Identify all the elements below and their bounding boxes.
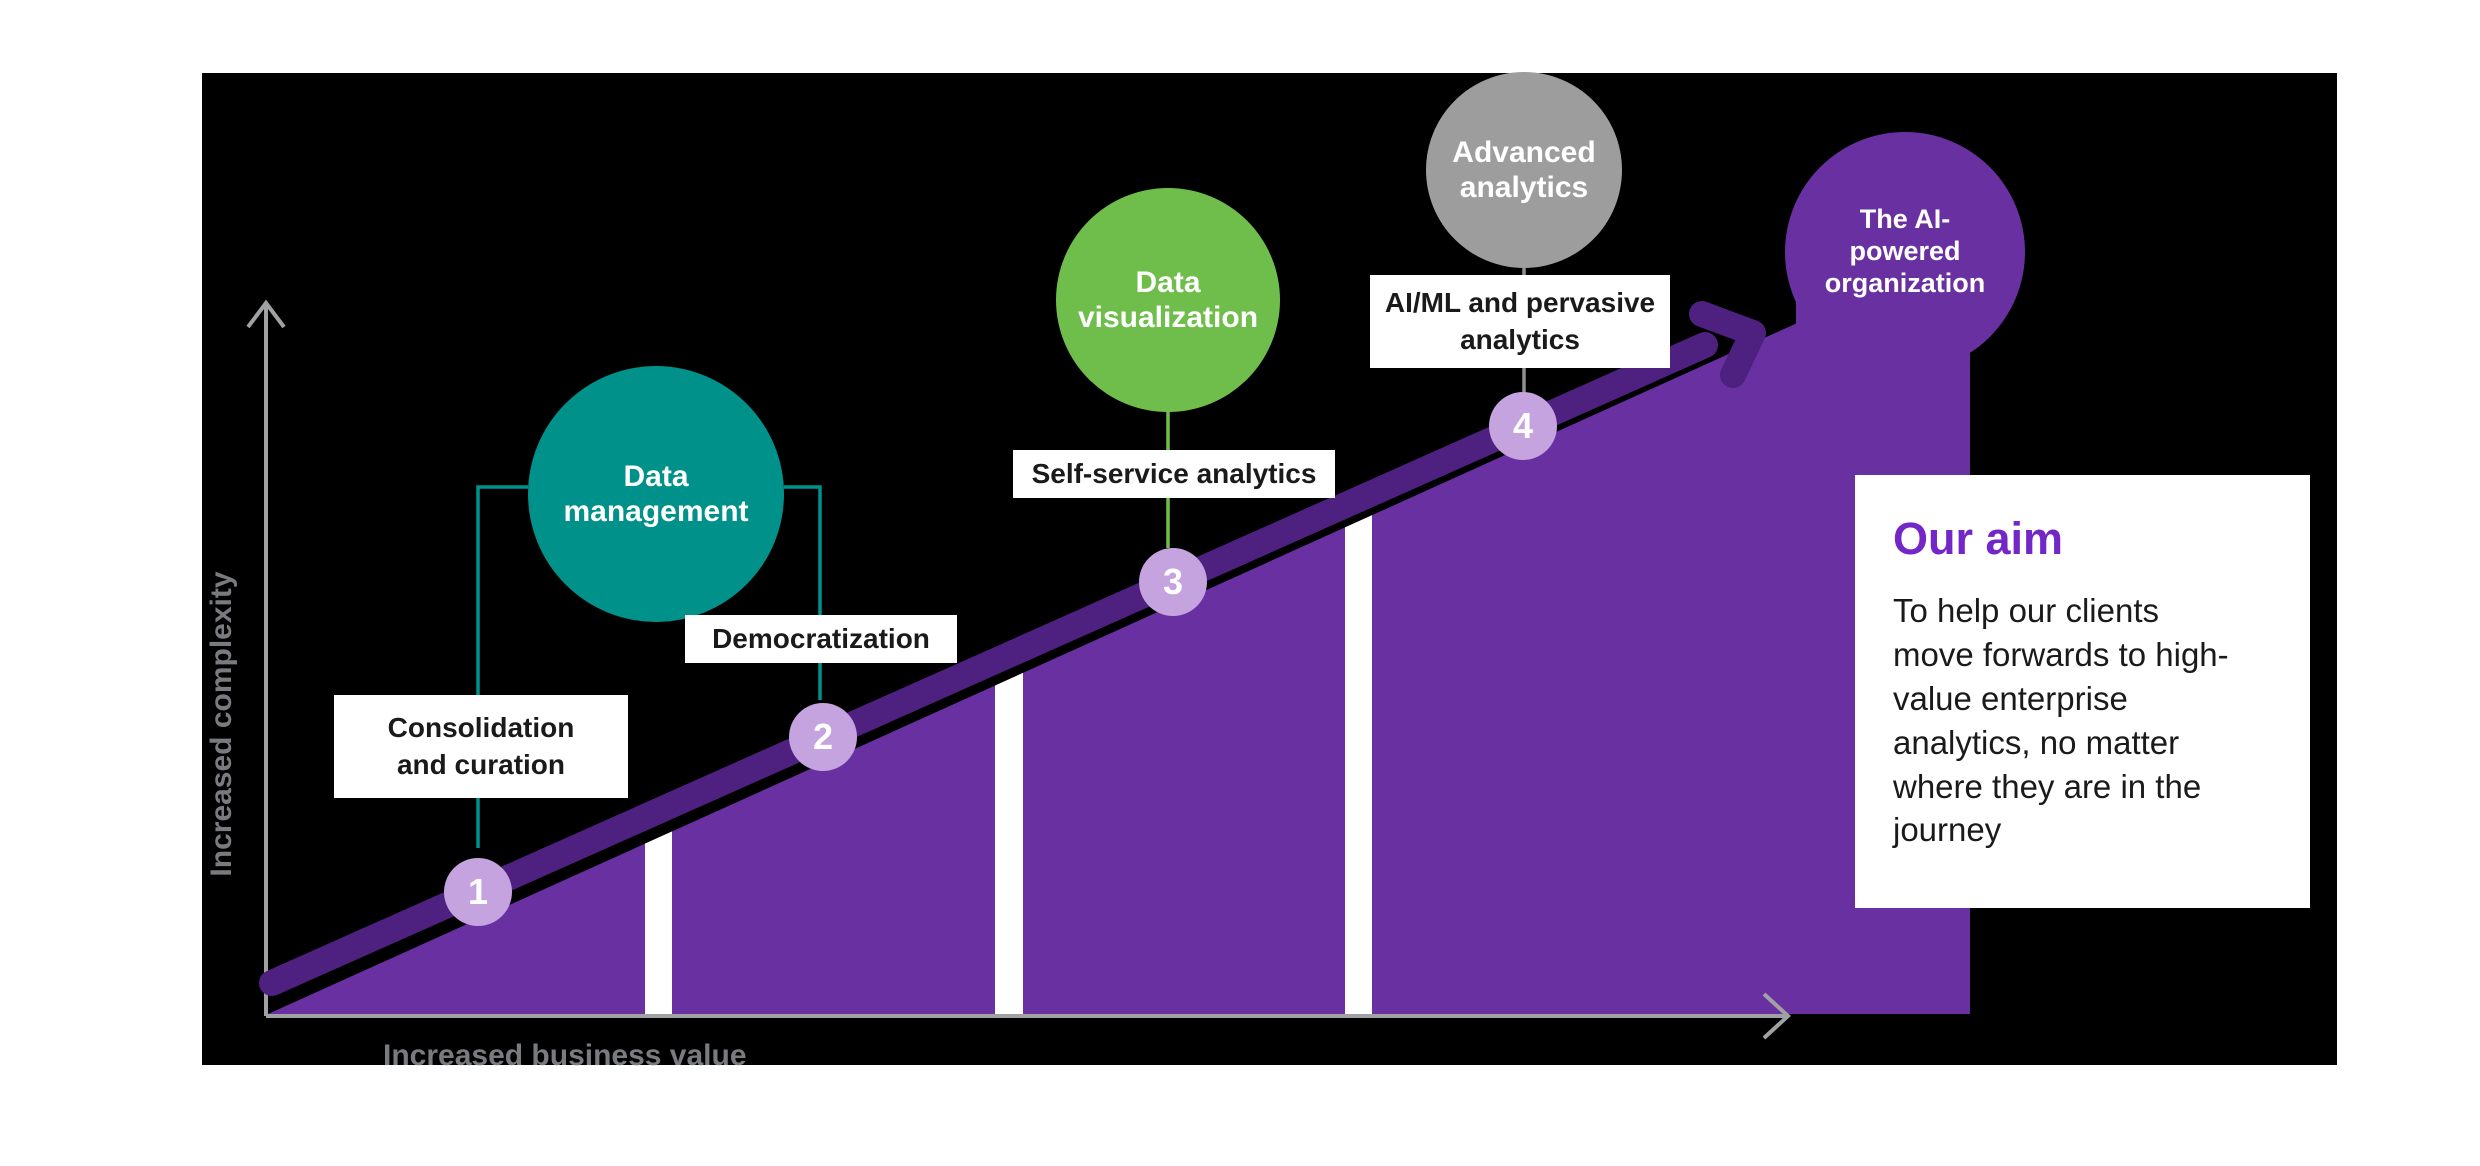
step-marker-1-number: 1 [467,871,489,912]
bubble-data-management: Data management [528,366,784,622]
y-axis-label: Increased complexity [205,571,238,877]
ramp-divider-2 [995,245,1023,1014]
bubble-data-visualization-label: Data visualization [1077,265,1259,334]
ramp-divider-1 [645,245,672,1014]
bubble-data-visualization: Data visualization [1056,188,1280,412]
connector-data-management-right [784,485,822,700]
step-label-aiml: AI/ML and pervasive analytics [1370,275,1670,368]
growth-arrow-line [259,332,1718,996]
step-label-self-service-text: Self-service analytics [1031,457,1317,489]
step-label-aiml-text: AI/ML and pervasive analytics [1384,287,1656,355]
bubble-advanced-analytics: Advanced analytics [1426,72,1622,268]
step-marker-4-number: 4 [1512,405,1534,446]
step-label-consolidation: Consolidation and curation [334,695,628,798]
step-marker-1: 1 [444,858,512,926]
x-axis-arrow-icon [1762,992,1791,1040]
aim-panel: Our aim To help our clients move forward… [1855,475,2310,908]
bubble-ai-powered-organization-label: The AI-powered organization [1824,204,1986,298]
x-axis-label: Increased business value [383,1039,747,1072]
y-axis-arrow-icon [246,299,286,329]
step-marker-4: 4 [1489,392,1557,460]
growth-arrow-head-icon [1689,301,1766,388]
bubble-advanced-analytics-label: Advanced analytics [1452,135,1596,204]
step-label-consolidation-text: Consolidation and curation [387,712,575,780]
step-label-democratization: Democratization [685,615,957,663]
bubble-ai-powered-organization: The AI-powered organization [1785,132,2025,372]
step-marker-3: 3 [1139,548,1207,616]
step-marker-2-number: 2 [812,716,834,757]
step-marker-3-number: 3 [1162,561,1184,602]
ramp-divider-3 [1345,245,1372,1014]
step-marker-2: 2 [789,703,857,771]
slide-canvas: Data management Data visualization Advan… [202,72,2337,1072]
step-label-self-service: Self-service analytics [1013,450,1335,498]
aim-body-text: To help our clients move forwards to hig… [1893,592,2229,849]
aim-title: Our aim [1893,513,2064,564]
step-label-democratization-text: Democratization [712,622,930,654]
bubble-data-management-label: Data management [563,459,749,528]
